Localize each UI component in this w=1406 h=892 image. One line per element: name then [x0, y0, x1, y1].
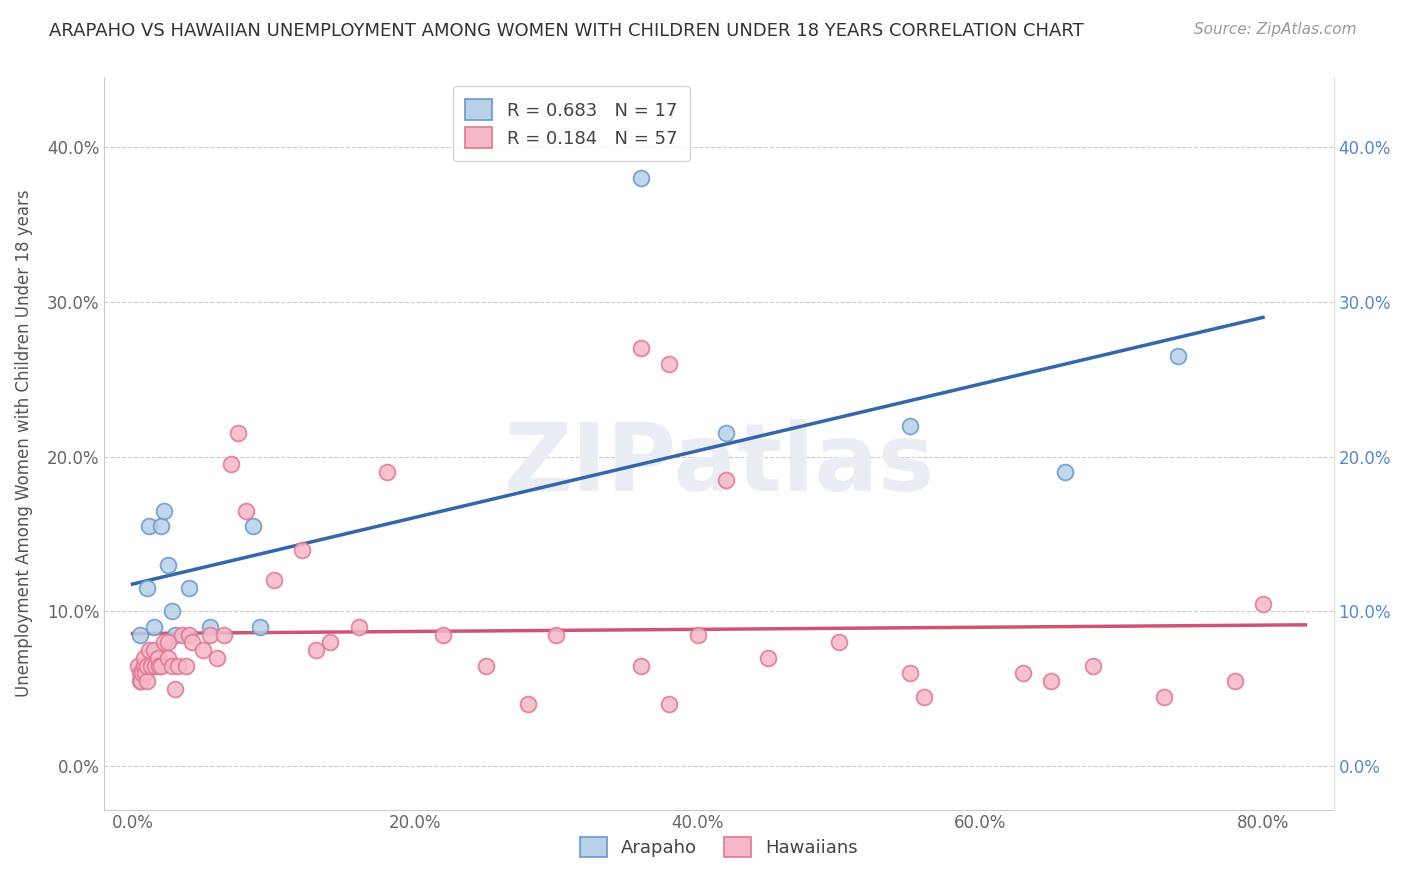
Point [128, 674, 150, 689]
Point [142, 620, 165, 634]
Point [263, 574, 285, 588]
Point [180, 635, 202, 649]
Point [134, 666, 156, 681]
Point [375, 465, 398, 479]
Point [142, 643, 165, 657]
Point [138, 643, 160, 657]
Point [139, 658, 162, 673]
Point [1054, 465, 1077, 479]
Point [228, 426, 250, 441]
Point [127, 658, 149, 673]
Point [221, 458, 243, 472]
Point [207, 651, 229, 665]
Point [146, 651, 169, 665]
Y-axis label: Unemployment Among Women with Children Under 18 years: Unemployment Among Women with Children U… [15, 190, 32, 698]
Point [686, 627, 709, 641]
Point [1223, 674, 1246, 689]
Point [242, 519, 264, 533]
Point [135, 658, 157, 673]
Point [432, 627, 454, 641]
Point [714, 426, 737, 441]
Point [138, 519, 160, 533]
Point [714, 473, 737, 487]
Point [912, 690, 935, 704]
Point [170, 627, 193, 641]
Point [1040, 674, 1063, 689]
Point [1011, 666, 1033, 681]
Point [200, 620, 222, 634]
Point [132, 651, 155, 665]
Point [630, 658, 652, 673]
Point [214, 627, 236, 641]
Point [630, 341, 652, 355]
Point [128, 627, 150, 641]
Point [149, 519, 172, 533]
Point [129, 674, 152, 689]
Point [152, 504, 174, 518]
Point [828, 635, 851, 649]
Point [475, 658, 498, 673]
Point [898, 418, 921, 433]
Point [177, 627, 200, 641]
Point [156, 635, 179, 649]
Point [156, 558, 179, 572]
Point [163, 681, 186, 696]
Point [135, 581, 157, 595]
Point [160, 604, 183, 618]
Text: ZIPatlas: ZIPatlas [503, 419, 935, 511]
Point [191, 643, 214, 657]
Point [156, 651, 179, 665]
Point [517, 698, 540, 712]
Point [1153, 690, 1175, 704]
Text: Source: ZipAtlas.com: Source: ZipAtlas.com [1194, 22, 1357, 37]
Point [758, 651, 780, 665]
Point [319, 635, 342, 649]
Point [898, 666, 921, 681]
Point [200, 627, 222, 641]
Point [347, 620, 370, 634]
Point [291, 542, 314, 557]
Point [143, 658, 166, 673]
Point [235, 504, 257, 518]
Point [135, 674, 157, 689]
Point [177, 581, 200, 595]
Point [128, 666, 150, 681]
Point [166, 658, 188, 673]
Point [163, 627, 186, 641]
Point [658, 357, 681, 371]
Point [152, 635, 174, 649]
Point [305, 643, 328, 657]
Point [1083, 658, 1105, 673]
Point [149, 658, 172, 673]
Point [546, 627, 568, 641]
Point [148, 658, 170, 673]
Point [1167, 349, 1189, 363]
Legend: R = 0.683   N = 17, R = 0.184   N = 57: R = 0.683 N = 17, R = 0.184 N = 57 [453, 87, 690, 161]
Text: ARAPAHO VS HAWAIIAN UNEMPLOYMENT AMONG WOMEN WITH CHILDREN UNDER 18 YEARS CORREL: ARAPAHO VS HAWAIIAN UNEMPLOYMENT AMONG W… [49, 22, 1084, 40]
Point [160, 658, 183, 673]
Point [630, 171, 652, 186]
Point [658, 698, 681, 712]
Point [249, 620, 271, 634]
Point [1251, 597, 1274, 611]
Point [131, 666, 153, 681]
Point [174, 658, 197, 673]
Point [132, 658, 155, 673]
